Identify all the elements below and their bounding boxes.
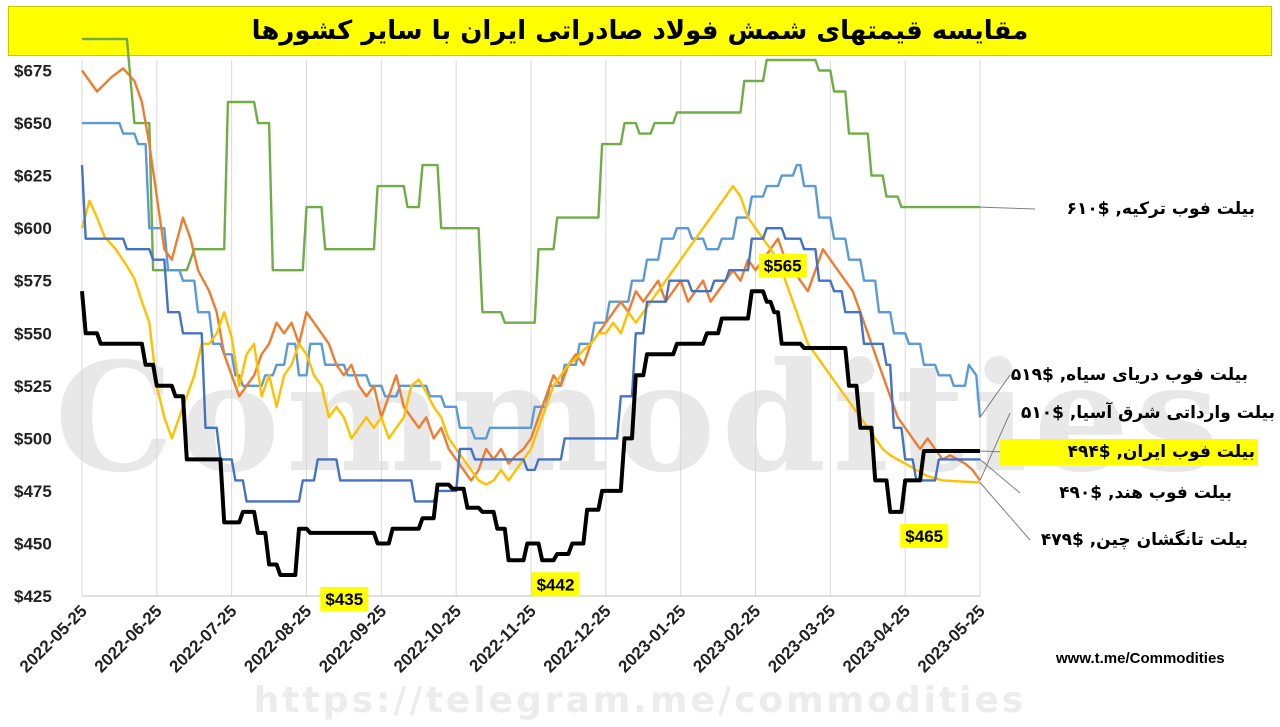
legend-label-east_asia: بیلت وارداتی شرق آسیا, $۵۱۰ [1021, 401, 1275, 423]
y-tick-label: $475 [14, 482, 52, 501]
callouts: $435 $442 $565 $465 [320, 253, 949, 611]
chart-title: مقایسه قیمتهای شمش فولاد صادراتی ایران ب… [251, 16, 1029, 46]
y-axis: $425 $450 $475 $500 $525 $550 $575 $600 $625 $650… [14, 62, 52, 606]
callout-box [320, 586, 369, 611]
x-axis: 2022-05-25 2022-06-25 2022-07-25 2022-08-25… [16, 601, 989, 676]
y-tick-label: $525 [14, 377, 52, 396]
x-tick-label: 2022-08-25 [240, 601, 315, 676]
source-link[interactable]: www.t.me/Commodities [1056, 650, 1225, 667]
callout-label: $565 [764, 257, 802, 276]
y-tick-label: $650 [14, 114, 52, 133]
legend-label-black_sea: بیلت فوب دریای سیاه, $۵۱۹ [1011, 365, 1248, 385]
legend-label-china: بیلت تانگشان چین, $۴۷۹ [1041, 529, 1248, 550]
x-tick-label: 2022-06-25 [91, 601, 166, 676]
x-tick-label: 2023-01-25 [615, 601, 690, 676]
legend: بیلت فوب ترکیه, $۶۱۰ بیلت فوب دریای سیاه,… [979, 199, 1275, 550]
watermark-url: https://telegram.me/commodities [253, 680, 1027, 721]
legend-leader-line [979, 412, 1011, 481]
series-lines [80, 37, 982, 577]
y-tick-label: $575 [14, 272, 52, 291]
grid [81, 60, 981, 597]
legend-leader-line [979, 458, 1021, 494]
x-tick-label: 2023-04-25 [839, 601, 914, 676]
y-tick-label: $625 [14, 167, 52, 186]
legend-leader-line [979, 482, 1031, 541]
x-tick-label: 2022-12-25 [540, 601, 615, 676]
y-tick-label: $600 [14, 219, 52, 238]
series-line-china [80, 184, 981, 486]
x-tick-label: 2023-03-25 [764, 601, 839, 676]
callout-label: $435 [325, 590, 363, 609]
series-line-turkey [82, 37, 980, 324]
legend-label-iran: بیلت فوب ایران, $۴۹۴ [1068, 442, 1255, 462]
callout-box [531, 572, 580, 597]
legend-label-turkey: بیلت فوب ترکیه, $۶۱۰ [1067, 199, 1255, 219]
legend-leader-line [979, 206, 1036, 210]
callout-label: $442 [537, 575, 575, 594]
y-tick-label: $450 [14, 534, 52, 553]
y-tick-label: $550 [14, 324, 52, 343]
x-tick-label: 2022-09-25 [315, 601, 390, 676]
chart-title-bar: مقایسه قیمتهای شمش فولاد صادراتی ایران ب… [8, 6, 1272, 56]
x-tick-label: 2022-10-25 [390, 601, 465, 676]
y-tick-label: $675 [14, 62, 52, 81]
x-tick-label: 2022-05-25 [16, 601, 91, 676]
callout-box [758, 253, 807, 278]
x-tick-label: 2023-05-25 [914, 601, 989, 676]
x-tick-label: 2022-07-25 [166, 601, 241, 676]
legend-highlight [1000, 439, 1258, 465]
x-tick-label: 2022-11-25 [466, 601, 540, 675]
series-line-iran [80, 289, 980, 577]
y-tick-label: $500 [14, 429, 52, 448]
watermark-main: Commodities [54, 330, 1226, 506]
callout-label: $465 [905, 527, 943, 546]
legend-leader-line [979, 374, 1011, 418]
callout-box [900, 523, 949, 548]
y-tick-label: $425 [14, 587, 52, 606]
x-tick-label: 2023-02-25 [689, 601, 764, 676]
legend-label-india: بیلت فوب هند, $۴۹۰ [1059, 483, 1232, 503]
